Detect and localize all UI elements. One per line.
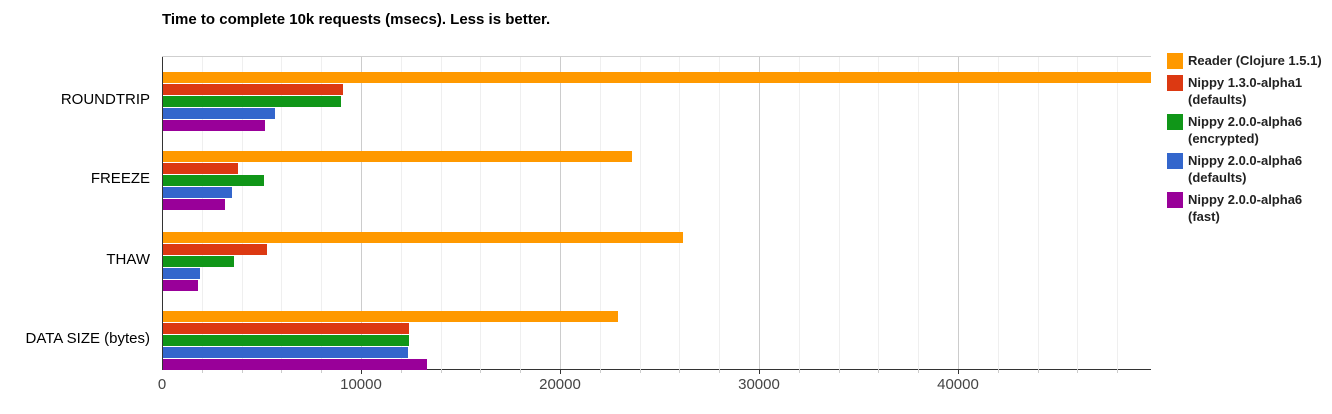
axis-tick <box>918 369 920 373</box>
x-axis-tick-label: 10000 <box>340 376 382 393</box>
axis-tick <box>878 369 880 373</box>
bar <box>163 255 234 267</box>
minor-gridline <box>878 57 880 369</box>
axis-tick <box>599 369 601 373</box>
legend-item: Nippy 2.0.0-alpha6 (fast) <box>1167 191 1332 225</box>
bar <box>163 174 265 186</box>
minor-gridline <box>838 57 840 369</box>
bar <box>163 322 409 334</box>
legend-label: Reader (Clojure 1.5.1) <box>1188 53 1322 68</box>
minor-gridline <box>798 57 800 369</box>
bar <box>163 107 276 119</box>
axis-tick <box>719 369 721 373</box>
minor-gridline <box>520 57 522 369</box>
legend-item: Nippy 2.0.0-alpha6 (defaults) <box>1167 152 1332 186</box>
bar <box>163 231 684 243</box>
major-gridline <box>758 57 760 369</box>
minor-gridline <box>440 57 442 369</box>
axis-tick <box>360 369 362 374</box>
major-gridline <box>360 57 362 369</box>
axis-tick <box>241 369 243 373</box>
bar <box>163 267 200 279</box>
minor-gridline <box>639 57 641 369</box>
bar <box>163 279 198 291</box>
axis-tick <box>559 369 561 374</box>
legend-swatch <box>1167 75 1183 91</box>
x-axis-tick-label: 0 <box>157 376 167 393</box>
legend-label: Nippy 2.0.0-alpha6 (fast) <box>1188 192 1303 224</box>
bar <box>163 119 266 131</box>
minor-gridline <box>1117 57 1119 369</box>
minor-gridline <box>719 57 721 369</box>
minor-gridline <box>1077 57 1079 369</box>
bar <box>163 243 268 255</box>
minor-gridline <box>1037 57 1039 369</box>
legend-item: Reader (Clojure 1.5.1) <box>1167 52 1332 69</box>
minor-gridline <box>997 57 999 369</box>
x-axis-tick-label: 30000 <box>738 376 780 393</box>
axis-tick <box>838 369 840 373</box>
bar <box>163 186 232 198</box>
plot-area <box>162 56 1151 374</box>
legend-swatch <box>1167 153 1183 169</box>
minor-gridline <box>321 57 323 369</box>
minor-gridline <box>241 57 243 369</box>
legend-swatch <box>1167 53 1183 69</box>
major-gridline <box>559 57 561 369</box>
axis-tick <box>679 369 681 373</box>
axis-tick <box>201 369 203 373</box>
category-label: THAW <box>106 251 150 268</box>
legend-label: Nippy 1.3.0-alpha1 (defaults) <box>1188 75 1303 107</box>
minor-gridline <box>679 57 681 369</box>
axis-tick <box>480 369 482 373</box>
x-axis-line <box>162 369 1151 370</box>
axis-tick <box>957 369 959 374</box>
axis-tick <box>520 369 522 373</box>
category-label: ROUNDTRIP <box>60 91 150 108</box>
axis-tick <box>758 369 760 374</box>
minor-gridline <box>201 57 203 369</box>
axis-tick <box>281 369 283 373</box>
axis-tick <box>798 369 800 373</box>
chart-title: Time to complete 10k requests (msecs). L… <box>162 11 551 28</box>
bar <box>163 71 1151 83</box>
minor-gridline <box>599 57 601 369</box>
minor-gridline <box>918 57 920 369</box>
minor-gridline <box>281 57 283 369</box>
bar <box>163 95 342 107</box>
y-axis-line <box>162 57 163 370</box>
minor-gridline <box>480 57 482 369</box>
bar <box>163 162 238 174</box>
bar <box>163 310 618 322</box>
axis-tick <box>1117 369 1119 373</box>
bar <box>163 358 428 370</box>
minor-gridline <box>400 57 402 369</box>
category-label: FREEZE <box>90 170 150 187</box>
bar <box>163 346 408 358</box>
axis-tick <box>321 369 323 373</box>
axis-tick <box>400 369 402 373</box>
axis-tick <box>440 369 442 373</box>
major-gridline <box>957 57 959 369</box>
bar <box>163 150 632 162</box>
x-axis-tick-label: 20000 <box>539 376 581 393</box>
category-label: DATA SIZE (bytes) <box>25 330 150 347</box>
legend-item: Nippy 1.3.0-alpha1 (defaults) <box>1167 74 1332 108</box>
legend-swatch <box>1167 114 1183 130</box>
legend-swatch <box>1167 192 1183 208</box>
axis-tick <box>1037 369 1039 373</box>
legend: Reader (Clojure 1.5.1) Nippy 1.3.0-alpha1… <box>1167 52 1332 225</box>
x-axis-tick-label: 40000 <box>937 376 979 393</box>
legend-label: Nippy 2.0.0-alpha6 (defaults) <box>1188 153 1303 185</box>
bar <box>163 198 225 210</box>
bar <box>163 83 344 95</box>
legend-item: Nippy 2.0.0-alpha6 (encrypted) <box>1167 113 1332 147</box>
axis-tick <box>639 369 641 373</box>
legend-label: Nippy 2.0.0-alpha6 (encrypted) <box>1188 114 1303 146</box>
axis-tick <box>1077 369 1079 373</box>
bar <box>163 334 409 346</box>
axis-tick <box>997 369 999 373</box>
